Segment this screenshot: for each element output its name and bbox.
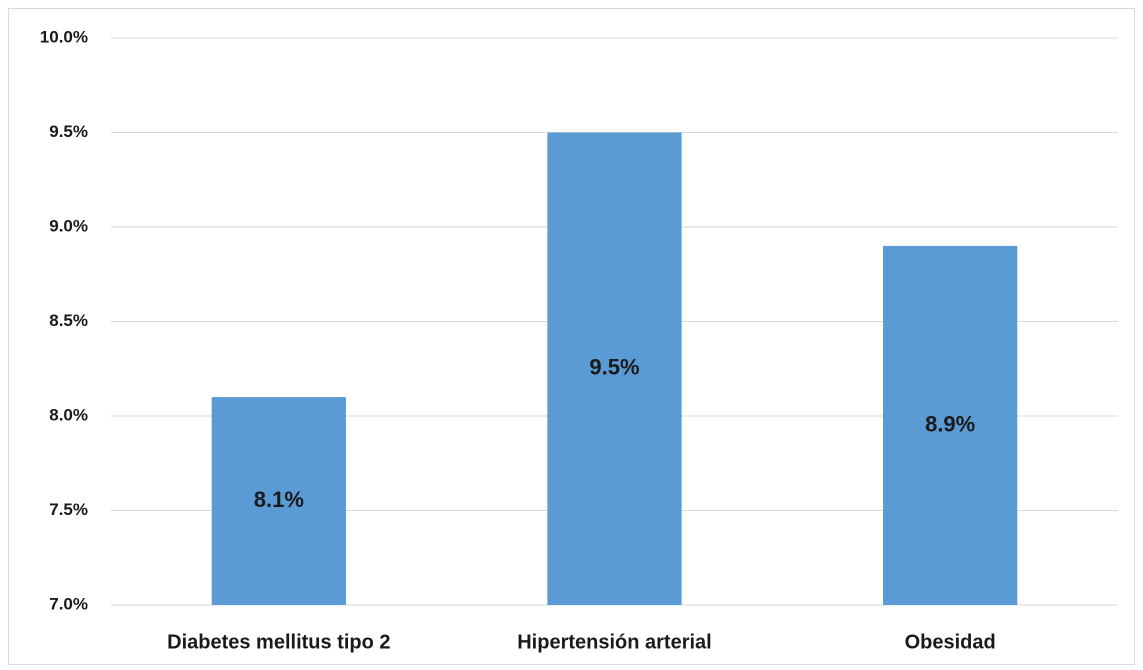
bar: [883, 245, 1018, 605]
bar: [547, 132, 682, 605]
y-tick-label: 8.0%: [49, 405, 88, 424]
y-tick-label: 8.5%: [49, 311, 88, 330]
x-tick-label: Hipertensión arterial: [517, 631, 712, 653]
y-tick-label: 7.5%: [49, 500, 88, 519]
x-tick-label: Diabetes mellitus tipo 2: [167, 631, 390, 653]
value-label: 8.1%: [254, 487, 304, 512]
y-tick-label: 10.0%: [40, 27, 88, 46]
value-label: 8.9%: [925, 411, 975, 436]
y-tick-label: 9.5%: [49, 122, 88, 141]
y-tick-label: 9.0%: [49, 216, 88, 235]
x-tick-label: Obesidad: [905, 631, 996, 653]
value-label: 9.5%: [589, 355, 639, 380]
bar: [211, 397, 346, 605]
y-tick-label: 7.0%: [49, 594, 88, 613]
